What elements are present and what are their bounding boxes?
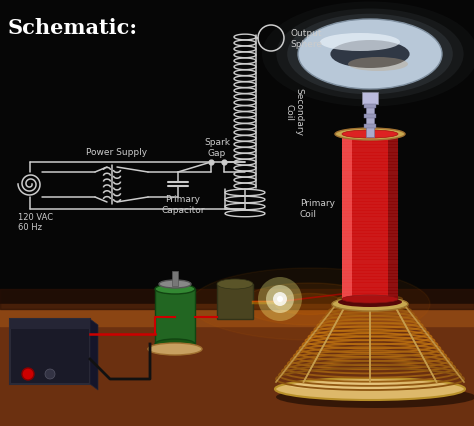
Polygon shape [190, 268, 430, 340]
Ellipse shape [332, 297, 408, 311]
Text: Primary
Coil: Primary Coil [300, 199, 335, 218]
Bar [364, 125, 376, 129]
Ellipse shape [287, 15, 453, 95]
Ellipse shape [342, 131, 398, 139]
Ellipse shape [342, 295, 398, 303]
Circle shape [22, 368, 34, 380]
Polygon shape [10, 319, 90, 329]
Text: Output
Sphere: Output Sphere [290, 29, 322, 49]
Ellipse shape [290, 382, 410, 390]
Text: Primary
Capacitor: Primary Capacitor [161, 195, 205, 214]
Polygon shape [240, 283, 380, 325]
Ellipse shape [320, 34, 400, 52]
Bar [172, 271, 178, 286]
Ellipse shape [298, 20, 442, 90]
Bar [362, 93, 378, 105]
Ellipse shape [155, 339, 195, 349]
Ellipse shape [276, 9, 464, 100]
Polygon shape [388, 135, 398, 299]
Ellipse shape [348, 58, 408, 72]
Ellipse shape [155, 284, 195, 294]
Circle shape [273, 292, 287, 306]
Bar [364, 115, 376, 119]
Bar [342, 135, 398, 299]
Ellipse shape [275, 378, 465, 400]
Circle shape [258, 277, 302, 321]
Ellipse shape [330, 41, 410, 69]
Ellipse shape [338, 297, 402, 307]
Ellipse shape [335, 129, 405, 141]
Polygon shape [90, 319, 98, 390]
Bar [155, 289, 195, 344]
Bar [364, 105, 376, 109]
Text: Power Supply: Power Supply [86, 148, 147, 157]
Bar [217, 284, 253, 319]
Polygon shape [0, 304, 474, 426]
Ellipse shape [276, 386, 474, 408]
Polygon shape [275, 294, 345, 315]
Ellipse shape [217, 279, 253, 289]
Ellipse shape [148, 343, 202, 355]
Circle shape [266, 285, 294, 313]
Bar [10, 319, 90, 384]
Circle shape [45, 369, 55, 379]
Ellipse shape [159, 280, 191, 288]
Text: Secondary
Coil: Secondary Coil [284, 88, 304, 136]
Text: Schematic:: Schematic: [8, 18, 138, 38]
Text: Spark
Gap: Spark Gap [204, 138, 230, 157]
Polygon shape [342, 135, 352, 299]
Bar [366, 100, 374, 138]
Text: 120 VAC
60 Hz: 120 VAC 60 Hz [18, 213, 53, 232]
Circle shape [277, 296, 283, 302]
